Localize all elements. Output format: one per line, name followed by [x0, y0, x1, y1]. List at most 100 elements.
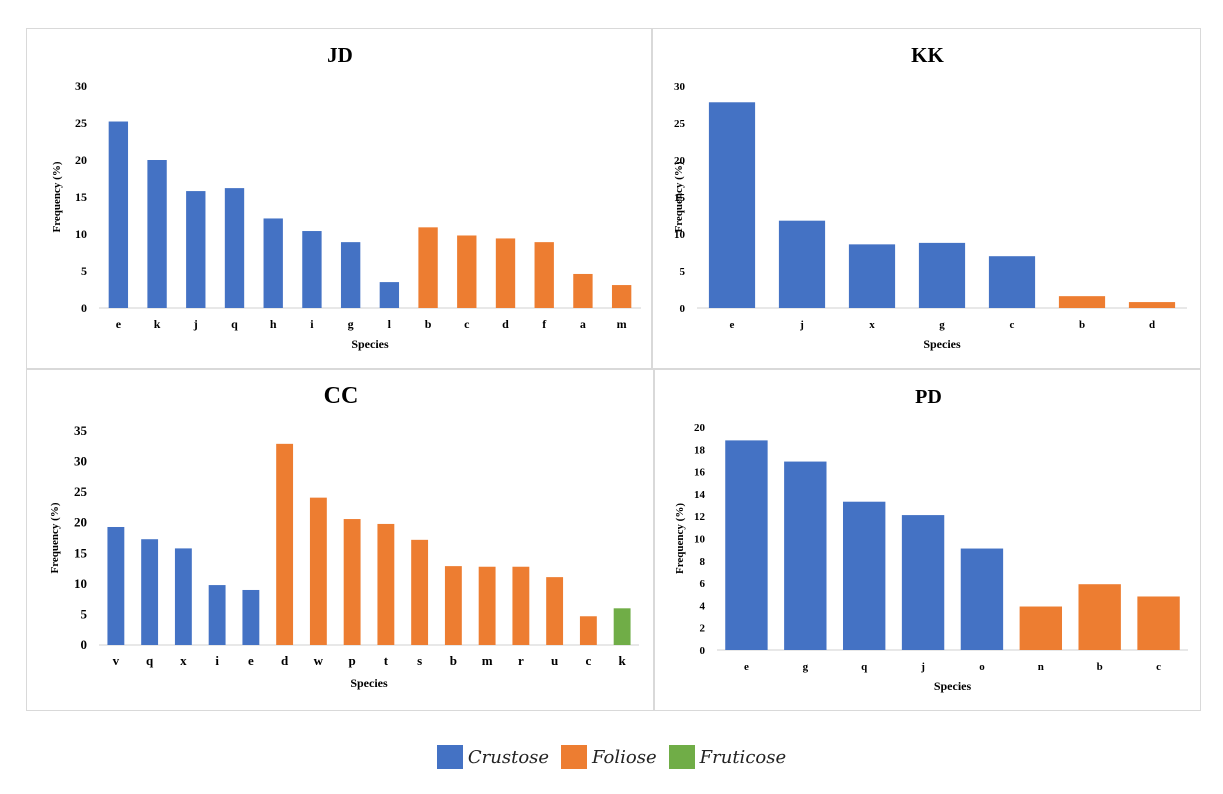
y-tick-label: 20 [75, 153, 87, 167]
x-tick-label: d [1149, 319, 1155, 331]
y-tick-label: 16 [694, 467, 706, 479]
y-tick-label: 30 [75, 79, 87, 93]
bar-e-crustose [242, 589, 260, 645]
bar-w-foliose [309, 497, 327, 645]
x-tick-label: f [542, 317, 547, 331]
bar-i-crustose [302, 231, 322, 308]
x-tick-label: j [799, 319, 804, 331]
bar-d-foliose [276, 443, 294, 645]
x-tick-label: w [314, 653, 324, 668]
x-tick-label: e [248, 653, 254, 668]
x-tick-label: x [869, 319, 875, 331]
legend-item-fruticose: Fruticose [668, 745, 787, 769]
bar-u-foliose [546, 577, 564, 645]
y-tick-label: 15 [75, 190, 87, 204]
x-tick-label: p [349, 653, 356, 668]
y-axis-label: Frequency (%) [673, 161, 685, 232]
x-tick-label: q [146, 653, 154, 668]
bar-r-foliose [512, 566, 530, 645]
bar-e-crustose [725, 440, 768, 650]
y-tick-label: 4 [700, 600, 706, 612]
x-tick-label: b [425, 317, 432, 331]
x-tick-label: c [464, 317, 470, 331]
x-tick-label: b [450, 653, 457, 668]
bar-j-crustose [186, 191, 206, 308]
x-tick-label: g [939, 319, 945, 331]
bar-f-foliose [534, 242, 554, 308]
x-tick-label: m [617, 317, 627, 331]
bar-c-foliose [457, 235, 477, 308]
x-tick-label: s [417, 653, 422, 668]
bar-x-crustose [848, 244, 896, 308]
x-axis-label: Species [934, 679, 972, 693]
y-tick-label: 20 [674, 155, 686, 167]
y-tick-label: 0 [81, 301, 87, 315]
x-tick-label: e [744, 661, 749, 673]
x-tick-label: i [310, 317, 314, 331]
y-tick-label: 10 [74, 576, 87, 591]
bar-k-crustose [147, 160, 167, 308]
chart-title: CC [324, 383, 359, 409]
chart-panel-pd: PD 0 2 4 6 8 10 12 14 16 18 20 Frequency (%) e g q j o n b c… [654, 369, 1201, 711]
y-tick-label: 0 [81, 637, 88, 652]
y-tick-label: 25 [74, 484, 88, 499]
chart-svg-kk: KK 0 5 10 15 20 25 30 Frequency (%) e j x g c b d Specie… [673, 43, 1187, 351]
chart-svg-cc: CC 0 5 10 15 20 25 30 35 Frequency (%) v q x i e d w p t s b… [49, 383, 639, 690]
y-tick-label: 5 [81, 606, 88, 621]
bar-b-foliose [1058, 296, 1106, 308]
x-tick-label: m [482, 653, 493, 668]
y-tick-label: 20 [74, 515, 87, 530]
y-tick-label: 0 [680, 303, 686, 315]
bar-k-fruticose [613, 608, 631, 645]
y-tick-label: 25 [674, 118, 686, 130]
x-tick-label: h [270, 317, 277, 331]
x-tick-label: q [231, 317, 238, 331]
x-tick-label: l [388, 317, 392, 331]
bar-t-foliose [377, 523, 395, 645]
legend-label-crustose: Crustose [467, 746, 550, 768]
bar-n-foliose [1019, 606, 1063, 650]
x-tick-label: i [215, 653, 219, 668]
y-tick-label: 10 [674, 229, 686, 241]
y-tick-label: 10 [694, 534, 706, 546]
x-tick-label: g [803, 661, 809, 673]
legend-label-fruticose: Fruticose [699, 746, 787, 768]
chart-legend: Crustose Foliose Fruticose [0, 742, 1223, 772]
x-tick-label: a [580, 317, 586, 331]
bar-d-foliose [1128, 302, 1176, 308]
y-tick-label: 30 [674, 81, 686, 93]
y-tick-label: 20 [694, 422, 706, 434]
bar-q-crustose [842, 501, 886, 650]
bar-m-foliose [478, 566, 496, 645]
bar-h-crustose [263, 218, 283, 308]
y-tick-label: 0 [700, 645, 706, 657]
chart-panel-cc: CC 0 5 10 15 20 25 30 35 Frequency (%) v q x i e d w p t s b… [26, 369, 654, 711]
x-tick-label: n [1038, 661, 1044, 673]
bar-e-crustose [708, 102, 756, 308]
y-tick-label: 25 [75, 116, 87, 130]
x-tick-label: j [193, 317, 198, 331]
x-tick-label: b [1079, 319, 1085, 331]
x-tick-label: e [730, 319, 735, 331]
chart-svg-pd: PD 0 2 4 6 8 10 12 14 16 18 20 Frequency (%) e g q j o n b c… [674, 386, 1188, 693]
y-tick-label: 18 [694, 444, 706, 456]
bar-x-crustose [174, 548, 192, 645]
x-tick-label: e [116, 317, 122, 331]
bar-g-crustose [340, 242, 361, 308]
x-tick-label: c [1010, 319, 1015, 331]
x-tick-label: b [1097, 661, 1103, 673]
x-tick-label: j [920, 661, 925, 673]
legend-swatch-fruticose [668, 745, 695, 769]
bar-c-foliose [579, 616, 597, 645]
y-axis-label: Frequency (%) [51, 161, 63, 232]
y-tick-label: 30 [74, 454, 87, 469]
x-tick-label: q [861, 661, 868, 673]
x-tick-label: r [518, 653, 524, 668]
x-tick-label: v [113, 653, 120, 668]
bar-o-crustose [960, 548, 1004, 650]
x-axis-label: Species [350, 676, 388, 690]
x-tick-label: d [502, 317, 509, 331]
bar-b-foliose [418, 227, 438, 308]
chart-title: PD [915, 386, 942, 408]
legend-item-crustose: Crustose [436, 745, 550, 769]
